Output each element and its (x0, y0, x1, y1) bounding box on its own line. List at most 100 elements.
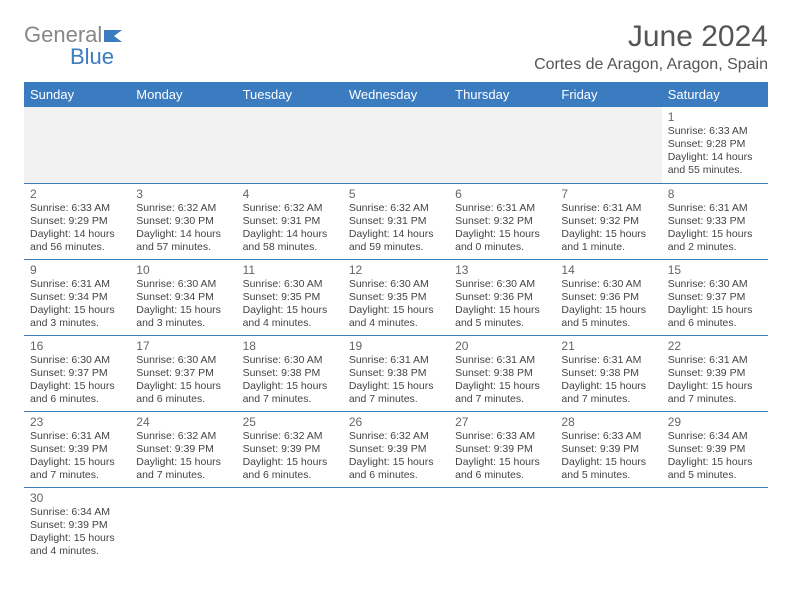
day-number: 26 (349, 415, 443, 429)
header-right: June 2024 Cortes de Aragon, Aragon, Spai… (534, 20, 768, 74)
calendar-cell (343, 107, 449, 183)
calendar-row: 9Sunrise: 6:31 AMSunset: 9:34 PMDaylight… (24, 259, 768, 335)
day-number: 1 (668, 110, 762, 124)
day-number: 18 (243, 339, 337, 353)
day-header: Saturday (662, 82, 768, 107)
calendar-cell: 7Sunrise: 6:31 AMSunset: 9:32 PMDaylight… (555, 183, 661, 259)
calendar-cell: 20Sunrise: 6:31 AMSunset: 9:38 PMDayligh… (449, 335, 555, 411)
page-header: General Blue June 2024 Cortes de Aragon,… (24, 20, 768, 74)
calendar-cell (237, 487, 343, 563)
calendar-cell: 22Sunrise: 6:31 AMSunset: 9:39 PMDayligh… (662, 335, 768, 411)
cell-details: Sunrise: 6:30 AMSunset: 9:34 PMDaylight:… (136, 278, 230, 331)
day-header: Monday (130, 82, 236, 107)
calendar-cell: 6Sunrise: 6:31 AMSunset: 9:32 PMDaylight… (449, 183, 555, 259)
cell-details: Sunrise: 6:30 AMSunset: 9:37 PMDaylight:… (30, 354, 124, 407)
calendar-cell: 2Sunrise: 6:33 AMSunset: 9:29 PMDaylight… (24, 183, 130, 259)
day-number: 11 (243, 263, 337, 277)
cell-details: Sunrise: 6:30 AMSunset: 9:36 PMDaylight:… (455, 278, 549, 331)
cell-details: Sunrise: 6:31 AMSunset: 9:38 PMDaylight:… (455, 354, 549, 407)
calendar-row: 16Sunrise: 6:30 AMSunset: 9:37 PMDayligh… (24, 335, 768, 411)
day-number: 27 (455, 415, 549, 429)
day-number: 6 (455, 187, 549, 201)
calendar-cell (343, 487, 449, 563)
day-number: 19 (349, 339, 443, 353)
day-number: 28 (561, 415, 655, 429)
day-header: Wednesday (343, 82, 449, 107)
cell-details: Sunrise: 6:32 AMSunset: 9:39 PMDaylight:… (349, 430, 443, 483)
calendar-cell (130, 487, 236, 563)
calendar-cell: 26Sunrise: 6:32 AMSunset: 9:39 PMDayligh… (343, 411, 449, 487)
calendar-cell: 13Sunrise: 6:30 AMSunset: 9:36 PMDayligh… (449, 259, 555, 335)
logo-text-blue: Blue (70, 44, 114, 69)
cell-details: Sunrise: 6:31 AMSunset: 9:39 PMDaylight:… (30, 430, 124, 483)
cell-details: Sunrise: 6:34 AMSunset: 9:39 PMDaylight:… (668, 430, 762, 483)
calendar-row: 30Sunrise: 6:34 AMSunset: 9:39 PMDayligh… (24, 487, 768, 563)
calendar-cell: 11Sunrise: 6:30 AMSunset: 9:35 PMDayligh… (237, 259, 343, 335)
day-header: Thursday (449, 82, 555, 107)
calendar-cell: 21Sunrise: 6:31 AMSunset: 9:38 PMDayligh… (555, 335, 661, 411)
cell-details: Sunrise: 6:30 AMSunset: 9:37 PMDaylight:… (668, 278, 762, 331)
calendar-row: 1Sunrise: 6:33 AMSunset: 9:28 PMDaylight… (24, 107, 768, 183)
calendar-cell (555, 487, 661, 563)
calendar-cell: 9Sunrise: 6:31 AMSunset: 9:34 PMDaylight… (24, 259, 130, 335)
logo-text: General Blue (24, 24, 126, 68)
calendar-cell: 10Sunrise: 6:30 AMSunset: 9:34 PMDayligh… (130, 259, 236, 335)
calendar-cell: 8Sunrise: 6:31 AMSunset: 9:33 PMDaylight… (662, 183, 768, 259)
cell-details: Sunrise: 6:32 AMSunset: 9:39 PMDaylight:… (243, 430, 337, 483)
day-header: Friday (555, 82, 661, 107)
cell-details: Sunrise: 6:31 AMSunset: 9:33 PMDaylight:… (668, 202, 762, 255)
calendar-cell: 24Sunrise: 6:32 AMSunset: 9:39 PMDayligh… (130, 411, 236, 487)
page-title: June 2024 (534, 20, 768, 54)
cell-details: Sunrise: 6:31 AMSunset: 9:32 PMDaylight:… (455, 202, 549, 255)
calendar-cell: 25Sunrise: 6:32 AMSunset: 9:39 PMDayligh… (237, 411, 343, 487)
calendar-cell (449, 107, 555, 183)
calendar-cell: 1Sunrise: 6:33 AMSunset: 9:28 PMDaylight… (662, 107, 768, 183)
cell-details: Sunrise: 6:30 AMSunset: 9:35 PMDaylight:… (243, 278, 337, 331)
calendar-row: 2Sunrise: 6:33 AMSunset: 9:29 PMDaylight… (24, 183, 768, 259)
cell-details: Sunrise: 6:31 AMSunset: 9:38 PMDaylight:… (349, 354, 443, 407)
cell-details: Sunrise: 6:33 AMSunset: 9:29 PMDaylight:… (30, 202, 124, 255)
day-header: Sunday (24, 82, 130, 107)
day-number: 10 (136, 263, 230, 277)
day-number: 7 (561, 187, 655, 201)
logo: General Blue (24, 24, 126, 68)
cell-details: Sunrise: 6:33 AMSunset: 9:39 PMDaylight:… (561, 430, 655, 483)
day-number: 9 (30, 263, 124, 277)
location-label: Cortes de Aragon, Aragon, Spain (534, 56, 768, 74)
day-number: 3 (136, 187, 230, 201)
calendar-table: SundayMondayTuesdayWednesdayThursdayFrid… (24, 82, 768, 563)
cell-details: Sunrise: 6:34 AMSunset: 9:39 PMDaylight:… (30, 506, 124, 559)
day-number: 2 (30, 187, 124, 201)
flag-icon (104, 24, 126, 46)
day-header: Tuesday (237, 82, 343, 107)
day-number: 25 (243, 415, 337, 429)
calendar-header-row: SundayMondayTuesdayWednesdayThursdayFrid… (24, 82, 768, 107)
calendar-cell: 12Sunrise: 6:30 AMSunset: 9:35 PMDayligh… (343, 259, 449, 335)
day-number: 17 (136, 339, 230, 353)
cell-details: Sunrise: 6:30 AMSunset: 9:35 PMDaylight:… (349, 278, 443, 331)
cell-details: Sunrise: 6:30 AMSunset: 9:38 PMDaylight:… (243, 354, 337, 407)
day-number: 12 (349, 263, 443, 277)
calendar-cell: 18Sunrise: 6:30 AMSunset: 9:38 PMDayligh… (237, 335, 343, 411)
calendar-cell: 15Sunrise: 6:30 AMSunset: 9:37 PMDayligh… (662, 259, 768, 335)
calendar-cell: 28Sunrise: 6:33 AMSunset: 9:39 PMDayligh… (555, 411, 661, 487)
calendar-cell (24, 107, 130, 183)
calendar-cell: 5Sunrise: 6:32 AMSunset: 9:31 PMDaylight… (343, 183, 449, 259)
calendar-cell: 29Sunrise: 6:34 AMSunset: 9:39 PMDayligh… (662, 411, 768, 487)
day-number: 23 (30, 415, 124, 429)
calendar-cell (130, 107, 236, 183)
cell-details: Sunrise: 6:33 AMSunset: 9:39 PMDaylight:… (455, 430, 549, 483)
cell-details: Sunrise: 6:31 AMSunset: 9:38 PMDaylight:… (561, 354, 655, 407)
calendar-cell (555, 107, 661, 183)
calendar-body: 1Sunrise: 6:33 AMSunset: 9:28 PMDaylight… (24, 107, 768, 563)
calendar-cell (237, 107, 343, 183)
cell-details: Sunrise: 6:31 AMSunset: 9:32 PMDaylight:… (561, 202, 655, 255)
cell-details: Sunrise: 6:32 AMSunset: 9:31 PMDaylight:… (349, 202, 443, 255)
cell-details: Sunrise: 6:31 AMSunset: 9:39 PMDaylight:… (668, 354, 762, 407)
cell-details: Sunrise: 6:33 AMSunset: 9:28 PMDaylight:… (668, 125, 762, 178)
cell-details: Sunrise: 6:31 AMSunset: 9:34 PMDaylight:… (30, 278, 124, 331)
calendar-cell: 17Sunrise: 6:30 AMSunset: 9:37 PMDayligh… (130, 335, 236, 411)
calendar-cell: 23Sunrise: 6:31 AMSunset: 9:39 PMDayligh… (24, 411, 130, 487)
cell-details: Sunrise: 6:32 AMSunset: 9:31 PMDaylight:… (243, 202, 337, 255)
calendar-cell (449, 487, 555, 563)
